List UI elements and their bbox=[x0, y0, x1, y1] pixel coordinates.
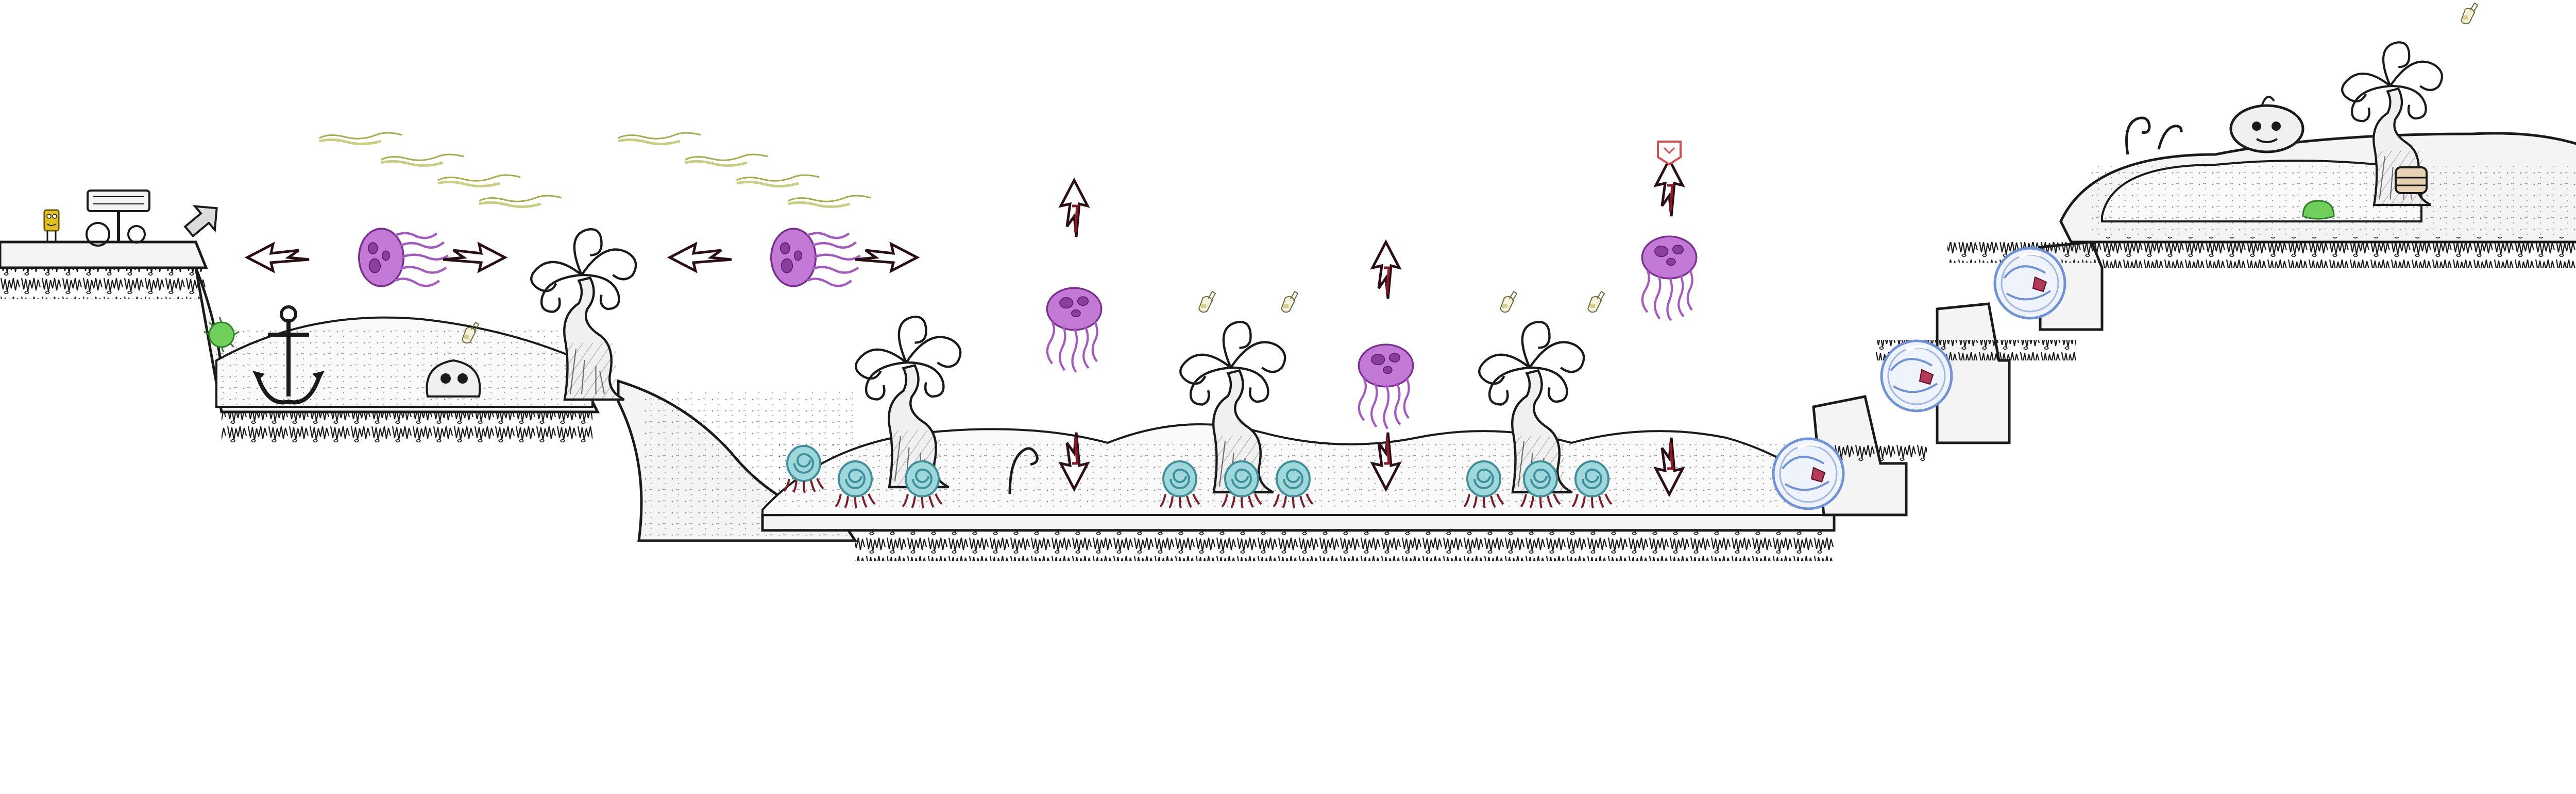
message-bottle-icon bbox=[2461, 3, 2478, 25]
message-bottle-icon bbox=[1500, 291, 1517, 313]
move-up-arrow-icon bbox=[1372, 242, 1399, 299]
kelp-trail-icon bbox=[618, 133, 701, 144]
move-up-arrow-icon bbox=[1061, 180, 1088, 237]
boulder-creature-icon bbox=[2229, 96, 2304, 153]
green-pickup-icon bbox=[2302, 200, 2335, 220]
jellyfish-icon bbox=[1047, 288, 1101, 372]
bubble-enemy-icon bbox=[1995, 248, 2065, 318]
bubble-enemy-icon bbox=[1773, 439, 1843, 509]
kelp-trail-icon bbox=[438, 175, 520, 186]
message-bottle-icon bbox=[1281, 291, 1298, 313]
jellyfish-icon bbox=[771, 229, 860, 286]
exit-arrow-icon bbox=[183, 205, 218, 238]
kelp-trail-icon bbox=[319, 133, 402, 144]
wooden-signpost-icon bbox=[86, 189, 150, 247]
move-up-arrow-icon bbox=[1656, 160, 1683, 216]
jellyfish-icon bbox=[1642, 236, 1696, 320]
move-right-arrow-icon bbox=[443, 244, 505, 271]
sponge-character-icon bbox=[43, 209, 60, 241]
kelp-trail-icon bbox=[685, 154, 768, 166]
checkpoint-flag-icon bbox=[1657, 141, 1682, 166]
move-left-arrow-icon bbox=[670, 244, 732, 271]
anchor-icon bbox=[252, 305, 325, 405]
kelp-trail-icon bbox=[737, 175, 819, 186]
kelp-trail-icon bbox=[479, 196, 562, 207]
kelp-trail-icon bbox=[381, 154, 464, 166]
move-right-arrow-icon bbox=[855, 244, 917, 271]
jellyfish-icon bbox=[1359, 344, 1413, 428]
barrel-icon bbox=[2395, 166, 2428, 194]
entities-layer bbox=[43, 3, 2478, 509]
kelp-trail-icon bbox=[788, 196, 871, 207]
jellyfish-icon bbox=[359, 229, 448, 286]
curly-plant-icon bbox=[1008, 116, 2183, 495]
move-left-arrow-icon bbox=[247, 244, 309, 271]
start-ledge bbox=[0, 240, 208, 269]
terrain bbox=[0, 132, 2576, 561]
message-bottle-icon bbox=[1587, 291, 1605, 313]
message-bottle-icon bbox=[1198, 291, 1216, 313]
green-spiky-pickup-icon bbox=[204, 317, 240, 353]
skull-rock-icon bbox=[426, 359, 481, 398]
bubble-enemy-icon bbox=[1882, 341, 1952, 411]
